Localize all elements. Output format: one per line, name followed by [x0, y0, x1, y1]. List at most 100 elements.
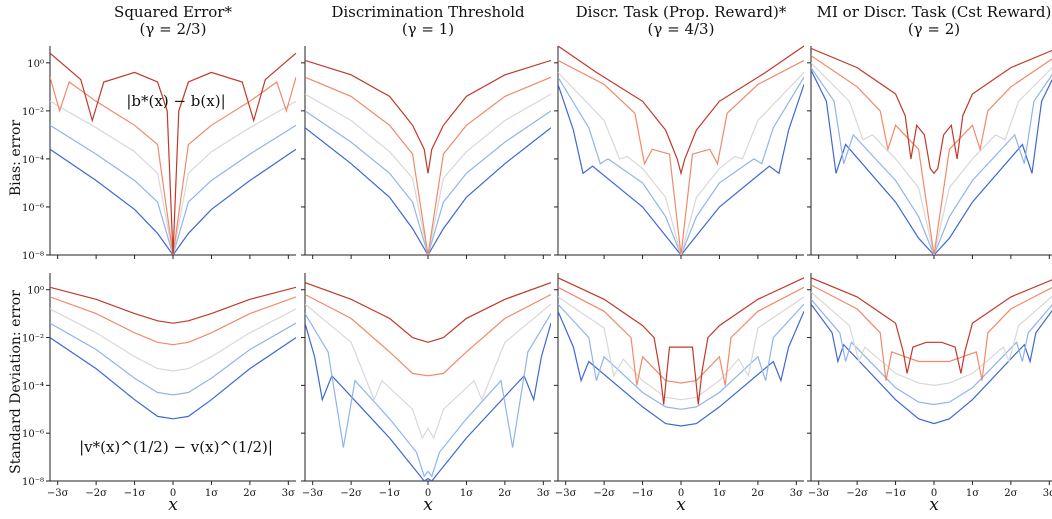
x-tick-label: 2σ	[1004, 488, 1017, 499]
panel-title-1-line-2: (γ = 2/3)	[140, 20, 207, 38]
x-tick-label: 0	[425, 488, 431, 499]
x-tick-label: 3σ	[537, 488, 550, 499]
series-line-3	[558, 71, 804, 255]
x-tick-label: 1σ	[460, 488, 473, 499]
series-line-3	[558, 296, 804, 401]
x-tick-label: 2σ	[243, 488, 256, 499]
x-tick-label: 1σ	[966, 488, 979, 499]
panel-r1-c1: 10⁰ 10⁻² 10⁻⁴ 10⁻⁶ 10⁻⁸	[22, 46, 296, 262]
panel-r1-c2	[301, 46, 551, 259]
x-tick-label: 2σ	[498, 488, 511, 499]
y-tick-label: 10⁻⁸	[22, 251, 44, 262]
x-tick-label: 3σ	[790, 488, 803, 499]
series-line-5	[558, 84, 804, 255]
series-line-2	[558, 286, 804, 386]
bias-annotation: |b*(x) − b(x)|	[126, 92, 225, 110]
series-line-5	[50, 337, 296, 420]
panel-title-4-line-2: (γ = 2)	[908, 20, 960, 38]
series-line-4	[305, 110, 551, 255]
row-label-std: Standard Deviation: error	[8, 290, 24, 474]
std-annotation: |v*(x)^(1/2) − v(x)^(1/2)|	[79, 438, 273, 456]
series-line-4	[50, 322, 296, 396]
x-tick-label: −2σ	[846, 488, 868, 499]
series-line-2	[558, 59, 804, 255]
x-tick-label: 1σ	[713, 488, 726, 499]
series-line-4	[558, 303, 804, 410]
x-axis-label-2: x	[423, 495, 433, 515]
series-line-3	[305, 93, 551, 255]
series-line-1	[558, 277, 804, 405]
panel-title-4-line-1: MI or Discr. Task (Cst Reward)	[817, 3, 1052, 21]
panel-r2-c2: −3σ −2σ −1σ 0 1σ 2σ 3σ	[301, 273, 551, 499]
x-axis-label-4: x	[929, 495, 939, 515]
series-line-4	[305, 313, 551, 478]
series-line-1	[305, 59, 551, 174]
y-tick-label: 10⁰	[27, 59, 44, 70]
series-line-2	[305, 293, 551, 377]
x-axis-label-1: x	[168, 495, 178, 515]
series-line-5	[305, 127, 551, 255]
y-tick-label: 10⁻⁴	[22, 381, 44, 392]
x-tick-label: 0	[931, 488, 937, 499]
x-tick-label: −1σ	[124, 488, 146, 499]
x-tick-label: −3σ	[808, 488, 830, 499]
x-tick-label: −3σ	[47, 488, 69, 499]
series-line-3	[50, 308, 296, 372]
series-line-2	[811, 284, 1052, 381]
y-tick-label: 10⁻⁸	[22, 477, 44, 488]
row-label-bias: Bias: error	[8, 120, 24, 197]
x-tick-label: −1σ	[379, 488, 401, 499]
panel-title-3-line-2: (γ = 4/3)	[648, 20, 715, 38]
series-line-2	[811, 55, 1052, 255]
series-line-4	[811, 67, 1052, 255]
x-tick-label: 0	[678, 488, 684, 499]
series-line-3	[811, 62, 1052, 255]
y-tick-label: 10⁻⁶	[22, 203, 44, 214]
panel-r1-c4	[807, 46, 1052, 259]
series-line-5	[558, 311, 804, 427]
y-tick-label: 10⁰	[27, 286, 44, 297]
series-line-2	[50, 77, 296, 255]
panel-title-2-line-1: Discrimination Threshold	[331, 3, 525, 21]
series-line-4	[811, 298, 1052, 406]
series-line-3	[305, 303, 551, 440]
series-line-2	[305, 76, 551, 255]
series-line-4	[558, 76, 804, 255]
panel-r2-c4: −3σ −2σ −1σ 0 1σ 2σ 3σ	[807, 273, 1052, 499]
series-line-5	[811, 69, 1052, 255]
series-line-3	[50, 100, 296, 255]
series-line-2	[50, 296, 296, 346]
y-tick-label: 10⁻²	[22, 334, 44, 345]
y-tick-label: 10⁻⁴	[22, 155, 44, 166]
x-tick-label: −1σ	[632, 488, 654, 499]
x-tick-label: −2σ	[85, 488, 107, 499]
panel-r1-c3	[554, 45, 804, 259]
panel-r2-c1: 10⁰ 10⁻² 10⁻⁴ 10⁻⁶ 10⁻⁸−3σ −2σ −1σ 0 1σ 2σ 3σ	[22, 273, 296, 499]
series-line-1	[305, 282, 551, 343]
x-tick-label: 3σ	[282, 488, 295, 499]
y-tick-label: 10⁻⁶	[22, 429, 44, 440]
series-line-3	[811, 291, 1052, 387]
x-tick-label: −3σ	[302, 488, 324, 499]
panel-r2-c3: −3σ −2σ −1σ 0 1σ 2σ 3σ	[554, 273, 804, 499]
series-line-1	[50, 286, 296, 324]
x-tick-label: −1σ	[885, 488, 907, 499]
series-line-5	[811, 303, 1052, 425]
panel-title-1-line-1: Squared Error*	[114, 3, 232, 21]
series-line-1	[811, 47, 1052, 175]
y-tick-label: 10⁻²	[22, 107, 44, 118]
x-tick-label: 0	[170, 488, 176, 499]
x-tick-label: −2σ	[593, 488, 615, 499]
series-line-1	[50, 52, 296, 255]
series-line-4	[50, 124, 296, 255]
x-axis-label-3: x	[676, 495, 686, 515]
series-line-5	[305, 323, 551, 481]
series-line-5	[50, 148, 296, 255]
x-tick-label: −2σ	[340, 488, 362, 499]
x-tick-label: −3σ	[555, 488, 577, 499]
series-line-1	[811, 277, 1052, 374]
panel-title-3-line-1: Discr. Task (Prop. Reward)*	[576, 3, 787, 21]
series-line-1	[558, 45, 804, 176]
x-tick-label: 1σ	[205, 488, 218, 499]
